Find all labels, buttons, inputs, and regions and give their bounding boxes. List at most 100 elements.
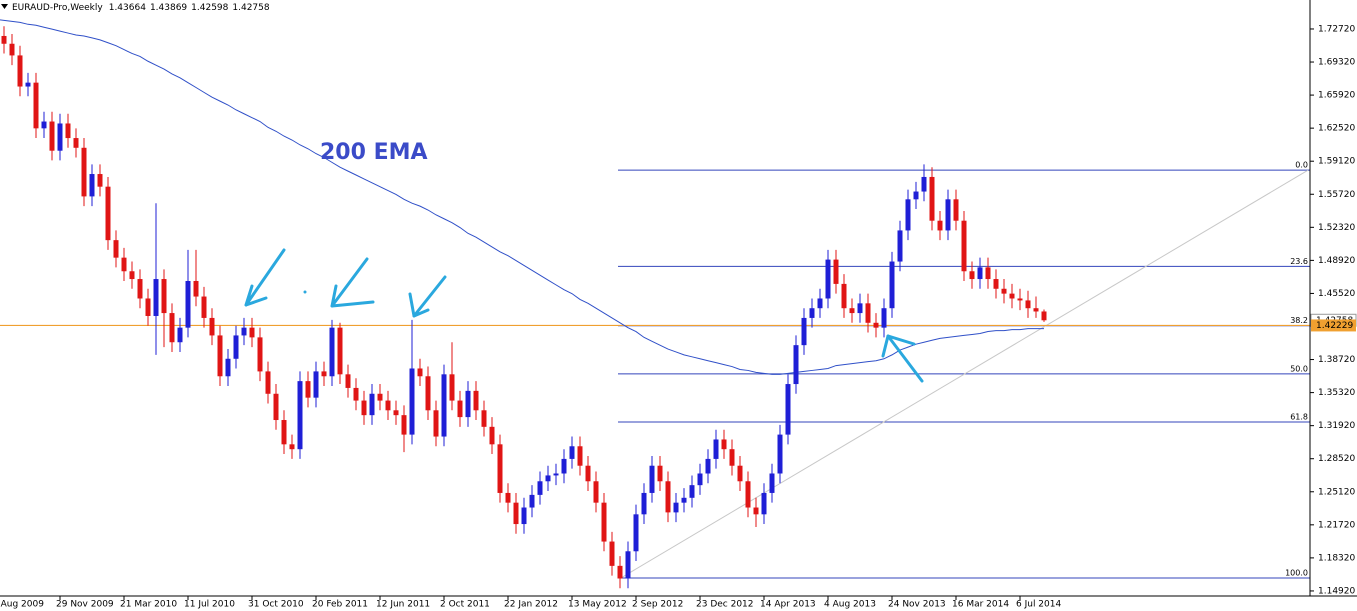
candle-body	[521, 507, 527, 525]
high-value: 1.43869	[150, 3, 187, 13]
candle-body	[113, 240, 119, 258]
candle-body	[289, 444, 295, 450]
candle-body	[905, 199, 911, 231]
low-value: 1.42598	[191, 3, 228, 13]
candle-body	[489, 426, 495, 445]
open-value: 1.43664	[109, 3, 146, 13]
candle-body	[1033, 308, 1039, 312]
candle-body	[353, 387, 359, 401]
candle-body	[329, 327, 335, 377]
candle-body	[433, 410, 439, 437]
plot-area: 0.0 23.6 38.2 50.0 61.8 100.0	[0, 19, 1310, 589]
level-price-label: 1.42229	[1316, 321, 1353, 331]
candle-body	[9, 43, 15, 56]
candle-body	[569, 446, 575, 459]
y-tick-label: 1.31920	[1318, 421, 1355, 431]
candle-body	[561, 458, 567, 474]
candle-body	[777, 434, 783, 474]
candle-body	[553, 473, 559, 476]
y-tick-label: 1.45520	[1318, 289, 1355, 299]
x-tick-label: 24 Nov 2013	[888, 600, 946, 610]
y-tick-label: 1.25120	[1318, 487, 1355, 497]
arrow	[881, 334, 924, 383]
candle-body	[457, 400, 463, 418]
candle-body	[921, 176, 927, 192]
candle-body	[769, 473, 775, 493]
y-tick-label: 1.28520	[1318, 454, 1355, 464]
candle-body	[481, 410, 487, 427]
candle-body	[897, 230, 903, 262]
candle-body	[129, 271, 135, 280]
candle-body	[681, 497, 687, 503]
candle-body	[849, 308, 855, 314]
x-tick-label: 22 Jan 2012	[504, 600, 558, 610]
candle-body	[89, 174, 95, 197]
fib-label: 38.2	[1290, 316, 1308, 325]
candle-body	[441, 374, 447, 437]
candle-body	[473, 390, 479, 411]
candle-body	[937, 220, 943, 231]
candle-body	[721, 439, 727, 450]
candle-body	[633, 514, 639, 552]
candle-body	[977, 267, 983, 280]
candle-body	[161, 279, 167, 314]
candle-body	[545, 475, 551, 482]
candle-body	[313, 371, 319, 398]
x-tick-label: 23 Dec 2012	[696, 600, 754, 610]
candle-body	[961, 220, 967, 272]
candle-body	[297, 381, 303, 450]
ema-annotation: 200 EMA	[320, 140, 428, 165]
x-tick-label: 12 Jun 2011	[376, 600, 430, 610]
dot	[303, 290, 307, 294]
y-tick-label: 1.55720	[1318, 190, 1355, 200]
candle-body	[753, 507, 759, 515]
candle-body	[657, 465, 663, 482]
x-tick-label: 31 Oct 2010	[248, 600, 304, 610]
candle-body	[889, 261, 895, 309]
candle-body	[785, 384, 791, 435]
candle-body	[857, 303, 863, 314]
candle-body	[1001, 288, 1007, 294]
candle-body	[705, 458, 711, 474]
candle-body	[609, 541, 615, 566]
candle-body	[425, 376, 431, 411]
candle-body	[201, 296, 207, 318]
candle-body	[793, 345, 799, 385]
candle-body	[641, 492, 647, 515]
candle-body	[105, 186, 111, 241]
x-tick-label: 16 Mar 2014	[952, 600, 1009, 610]
fib-label: 61.8	[1290, 412, 1308, 421]
candle-body	[393, 410, 399, 416]
candle-body	[929, 176, 935, 221]
x-tick-label: 2 Sep 2012	[632, 600, 683, 610]
candle-body	[209, 317, 215, 336]
candle-body	[49, 121, 55, 151]
x-tick-label: 9 Aug 2009	[0, 600, 44, 610]
candle-body	[145, 298, 151, 316]
candle-body	[281, 420, 287, 445]
candle-body	[761, 492, 767, 515]
level-price-box	[1311, 319, 1356, 332]
candle-body	[1009, 293, 1015, 299]
ema-line	[0, 19, 1044, 375]
trendline	[619, 169, 1309, 579]
fib-label: 0.0	[1295, 161, 1308, 170]
candle-body	[945, 199, 951, 231]
candle-body	[993, 279, 999, 289]
y-tick-label: 1.18320	[1318, 553, 1355, 563]
candle-body	[985, 267, 991, 280]
candle-body	[137, 279, 143, 299]
fib-label: 23.6	[1290, 257, 1308, 266]
x-tick-label: 29 Nov 2009	[56, 600, 114, 610]
arrow	[408, 275, 447, 318]
candle-body	[97, 174, 103, 187]
candle-body	[57, 123, 63, 151]
candle-body	[153, 279, 159, 316]
candle-body	[465, 390, 471, 418]
candle-body	[337, 327, 343, 375]
candle-body	[449, 374, 455, 401]
candle-body	[537, 481, 543, 495]
candle-body	[665, 481, 671, 513]
candle-body	[689, 485, 695, 498]
